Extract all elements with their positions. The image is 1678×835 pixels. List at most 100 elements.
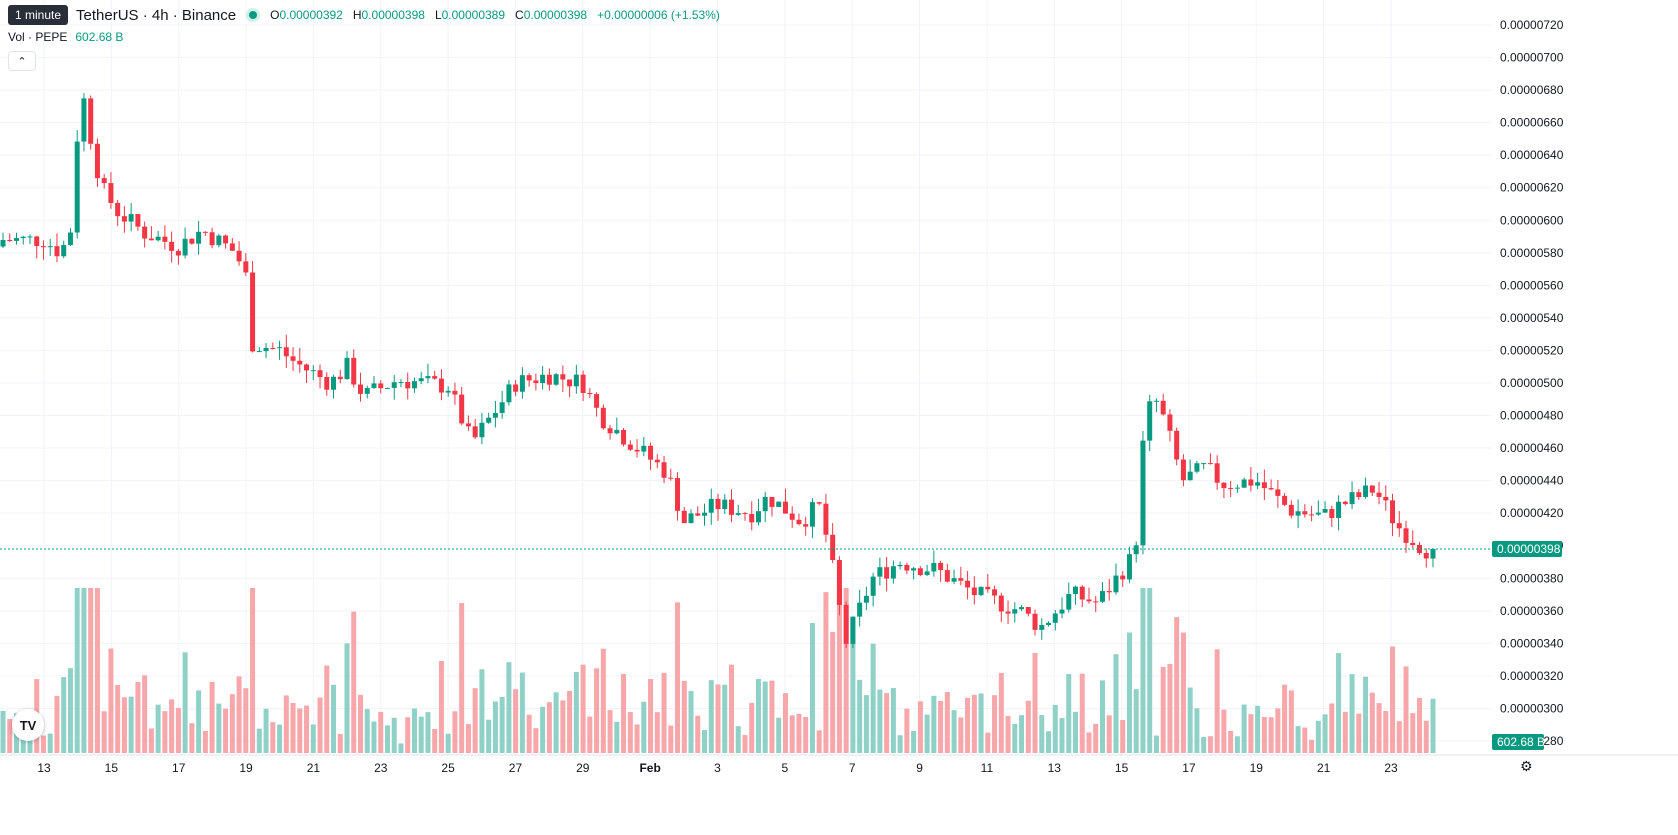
candle xyxy=(384,387,390,389)
legend: 1 minute TetherUS · 4h · Binance O0.0000… xyxy=(8,4,720,26)
candle xyxy=(567,379,573,398)
candle-body xyxy=(384,387,390,389)
volume-bar xyxy=(1417,697,1423,753)
candle xyxy=(1403,520,1409,553)
candle xyxy=(398,379,404,388)
candle xyxy=(411,377,417,393)
candle-body xyxy=(594,394,600,408)
candle-body xyxy=(196,231,202,244)
candle-body xyxy=(1356,492,1362,497)
time-tick-label: 21 xyxy=(307,761,321,775)
candle xyxy=(108,172,114,209)
candle-body xyxy=(472,426,478,438)
volume-bar xyxy=(911,730,917,753)
candle-body xyxy=(1228,488,1234,490)
volume-bar xyxy=(277,724,283,753)
volume-bar xyxy=(978,693,984,753)
candle xyxy=(1012,602,1018,623)
volume-bar xyxy=(432,728,438,753)
candle xyxy=(890,560,896,584)
tradingview-logo[interactable]: TV xyxy=(12,709,44,741)
volume-bar xyxy=(492,701,498,753)
candle-body xyxy=(695,513,701,516)
volume-bar xyxy=(425,712,431,753)
candle-body xyxy=(1302,511,1308,515)
collapse-legend-button[interactable]: ⌃ xyxy=(8,51,36,71)
candle xyxy=(911,566,917,580)
volume-bar xyxy=(1302,727,1308,753)
symbol-title[interactable]: TetherUS · 4h · Binance xyxy=(76,6,237,24)
volume-bar xyxy=(1106,715,1112,753)
candle xyxy=(1153,398,1159,413)
price-tick-label: 0.00000720 xyxy=(1500,18,1564,32)
candle-body xyxy=(877,567,883,577)
candle-body xyxy=(998,595,1004,612)
candle xyxy=(1221,482,1227,499)
candle xyxy=(304,363,310,384)
candle-body xyxy=(519,375,525,392)
volume-bar xyxy=(924,714,930,753)
volume-bar xyxy=(148,728,154,753)
volume-bar xyxy=(803,716,809,753)
candle-body xyxy=(621,429,627,445)
candle xyxy=(162,225,168,250)
volume-bar xyxy=(250,588,256,753)
candle xyxy=(506,379,512,406)
volume-bar xyxy=(722,684,728,753)
volume-bar xyxy=(358,694,363,753)
volume-bar xyxy=(776,717,782,753)
candle xyxy=(782,488,788,514)
candle-body xyxy=(884,567,890,579)
volume-bar xyxy=(101,711,107,753)
settings-gear-icon[interactable]: ⚙ xyxy=(1520,758,1533,774)
candle xyxy=(189,238,195,245)
candle-body xyxy=(904,564,910,571)
volume-bar xyxy=(128,696,134,753)
candle-body xyxy=(1147,401,1153,441)
candle-body xyxy=(304,364,310,371)
volume-bar xyxy=(904,708,910,753)
volume-bar xyxy=(331,684,337,753)
volume-bar xyxy=(627,712,633,753)
candle-body xyxy=(1390,500,1396,524)
volume-bar xyxy=(405,717,411,753)
volume-bar xyxy=(236,676,242,753)
candle-body xyxy=(364,387,370,394)
volume-bar xyxy=(877,689,883,753)
volume-bar xyxy=(1201,737,1207,753)
volume-bar xyxy=(985,732,991,753)
candle xyxy=(749,501,755,531)
volume-bar xyxy=(1430,698,1436,753)
time-tick-label: 27 xyxy=(509,761,523,775)
candle xyxy=(1005,600,1011,625)
candle xyxy=(438,369,444,401)
candle-body xyxy=(1329,509,1335,518)
volume-bar xyxy=(216,703,222,753)
volume-bar xyxy=(1133,689,1139,753)
candle-body xyxy=(1032,613,1038,630)
candle-body xyxy=(560,374,566,380)
candle xyxy=(884,556,890,592)
price-tick-label: 0.00000460 xyxy=(1500,441,1564,455)
candle-body xyxy=(506,384,512,403)
candle xyxy=(668,468,674,481)
volume-bar xyxy=(1099,680,1105,753)
volume-bar xyxy=(61,677,67,753)
candle xyxy=(1194,460,1200,474)
candle xyxy=(695,506,701,516)
volume-bar xyxy=(1167,663,1173,753)
candle-body xyxy=(432,376,438,379)
volume-bar xyxy=(675,602,681,753)
volume-bar xyxy=(20,733,26,753)
candle-body xyxy=(1288,504,1294,516)
candle xyxy=(135,213,141,231)
volume-bar xyxy=(1342,711,1348,753)
candle xyxy=(216,233,222,248)
candle xyxy=(513,379,519,397)
volume-bar xyxy=(1194,708,1200,753)
volume-bar xyxy=(175,707,181,753)
volume-bar xyxy=(917,701,923,753)
price-tick-label: 0.00000300 xyxy=(1500,701,1564,715)
candle xyxy=(722,494,728,515)
